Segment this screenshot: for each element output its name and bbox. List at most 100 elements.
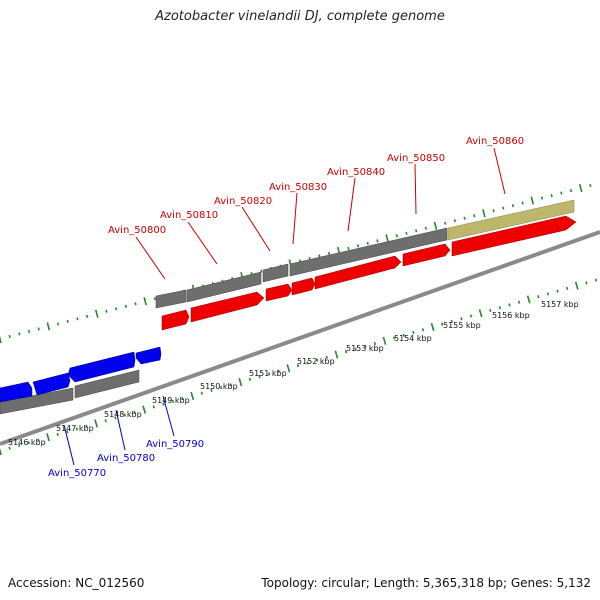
- scale-tick: [105, 309, 108, 313]
- scale-tick: [142, 405, 147, 414]
- gene-bar[interactable]: [74, 369, 140, 399]
- scale-tick: [585, 281, 588, 285]
- scale-tick: [46, 433, 50, 442]
- scale-tick: [405, 231, 408, 235]
- scale-tick: [27, 329, 31, 334]
- scale-tick: [556, 289, 559, 293]
- gene-bar[interactable]: [155, 289, 187, 309]
- scale-tick: [356, 244, 360, 248]
- scale-tick: [546, 292, 550, 296]
- gene-label[interactable]: Avin_50800: [108, 225, 166, 236]
- gene-bar[interactable]: [289, 227, 448, 277]
- scale-tick: [373, 341, 377, 346]
- scale-tick: [521, 201, 524, 205]
- cds-arrow[interactable]: [161, 309, 190, 331]
- scale-tick: [574, 281, 579, 290]
- scale-tick: [133, 410, 136, 414]
- lower-gene-labels: Avin_50770 Avin_50780 Avin_50790: [48, 439, 204, 479]
- scale-labels: 5146 kbp 5147 kbp 5148 kbp 5149 kbp 5150…: [8, 300, 579, 447]
- gene-label[interactable]: Avin_50780: [97, 453, 155, 464]
- scale-tick: [8, 334, 11, 339]
- cds-arrow[interactable]: [451, 215, 577, 257]
- gene-label[interactable]: Avin_50840: [327, 167, 385, 178]
- gene-label[interactable]: Avin_50770: [48, 468, 106, 479]
- scale-tick: [143, 297, 147, 306]
- genome-info-text: Topology: circular; Length: 5,365,318 bp…: [261, 576, 591, 590]
- scale-tick: [115, 307, 118, 311]
- scale-tick: [306, 361, 309, 365]
- scale-tick: [502, 206, 505, 210]
- scale-tick: [134, 302, 137, 306]
- scale-label: 5148 kbp: [104, 410, 142, 419]
- scale-tick: [104, 419, 107, 423]
- scale-tick: [376, 239, 379, 243]
- scale-tick: [0, 448, 2, 456]
- cds-arrow-minus[interactable]: [32, 372, 71, 396]
- gene-label[interactable]: Avin_50820: [214, 196, 272, 207]
- scale-tick: [489, 308, 492, 313]
- scale-tick: [430, 322, 435, 332]
- gene-label[interactable]: Avin_50810: [160, 210, 218, 221]
- cds-arrow-minus[interactable]: [0, 381, 33, 403]
- gene-label[interactable]: Avin_50860: [466, 136, 524, 147]
- cds-arrow[interactable]: [265, 283, 293, 302]
- cds-arrow[interactable]: [402, 243, 451, 267]
- cds-arrow[interactable]: [190, 291, 265, 323]
- scale-tick: [354, 347, 357, 351]
- scale-tick: [56, 322, 60, 326]
- scale-tick: [450, 319, 453, 324]
- scale-tick: [124, 304, 127, 308]
- scale-tick: [424, 226, 427, 230]
- scale-tick: [248, 377, 252, 381]
- scale-tick: [478, 309, 483, 318]
- scale-tick: [18, 332, 21, 336]
- upper-gene-labels: Avin_50800 Avin_50810 Avin_50820 Avin_50…: [108, 136, 524, 236]
- scale-label: 5154 kbp: [394, 334, 432, 343]
- scale-tick: [219, 386, 223, 390]
- scale-tick: [530, 196, 535, 205]
- scale-tick: [325, 355, 328, 359]
- scale-tick: [460, 317, 463, 321]
- gene-label[interactable]: Avin_50850: [387, 153, 445, 164]
- scale-label: 5155 kbp: [443, 321, 481, 330]
- scale-tick: [95, 309, 99, 318]
- scale-tick: [94, 419, 98, 428]
- genome-backbone: [0, 230, 600, 446]
- gene-bar[interactable]: [262, 263, 289, 283]
- scale-tick: [364, 344, 367, 348]
- cds-arrow-minus[interactable]: [135, 346, 162, 365]
- scale-tick: [260, 269, 263, 273]
- gene-label[interactable]: Avin_50830: [269, 182, 327, 193]
- gene-label[interactable]: Avin_50790: [146, 439, 204, 450]
- scale-tick: [18, 443, 21, 448]
- scale-label: 5147 kbp: [56, 424, 94, 433]
- gene-bar[interactable]: [0, 387, 74, 415]
- scale-tick: [190, 391, 195, 400]
- gene-bar[interactable]: [186, 271, 262, 303]
- scale-tick: [152, 405, 155, 409]
- scale-tick: [578, 183, 583, 193]
- scale-label: 5150 kbp: [200, 382, 238, 391]
- scale-tick: [123, 413, 127, 417]
- scale-tick: [318, 254, 321, 258]
- scale-tick: [46, 322, 51, 331]
- scale-tick: [526, 295, 531, 304]
- scale-tick: [540, 196, 544, 200]
- scale-tick: [421, 328, 425, 332]
- scale-tick: [327, 251, 331, 256]
- misc-feature-bar[interactable]: [447, 199, 575, 241]
- scale-tick: [402, 333, 405, 337]
- cds-arrow[interactable]: [314, 255, 402, 290]
- cds-arrow[interactable]: [291, 277, 316, 296]
- scale-tick: [37, 327, 40, 331]
- scale-tick: [589, 183, 592, 188]
- cds-arrow-minus[interactable]: [67, 351, 136, 383]
- scale-tick: [85, 424, 88, 428]
- scale-tick: [395, 234, 398, 238]
- scale-tick: [594, 278, 598, 282]
- scale-tick: [85, 314, 89, 318]
- scale-tick: [114, 416, 117, 420]
- scale-tick: [566, 286, 569, 290]
- scale-tick: [229, 383, 232, 387]
